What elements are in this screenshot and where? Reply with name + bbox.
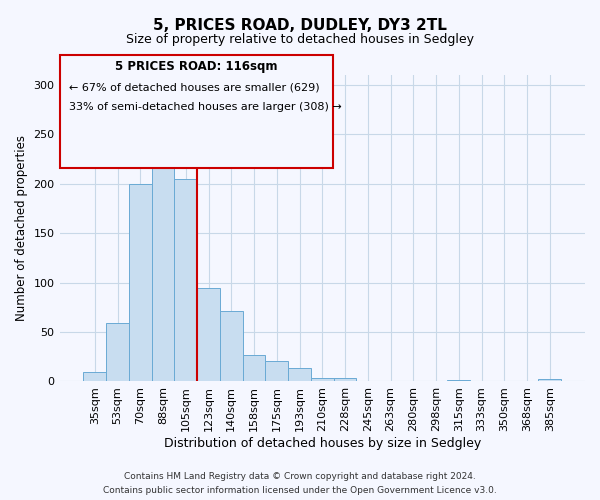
Text: Size of property relative to detached houses in Sedgley: Size of property relative to detached ho… xyxy=(126,32,474,46)
Bar xyxy=(83,372,106,382)
Text: 33% of semi-detached houses are larger (308) →: 33% of semi-detached houses are larger (… xyxy=(68,102,341,113)
Bar xyxy=(538,380,561,382)
Bar xyxy=(242,355,265,382)
Text: 5 PRICES ROAD: 116sqm: 5 PRICES ROAD: 116sqm xyxy=(115,60,277,73)
X-axis label: Distribution of detached houses by size in Sedgley: Distribution of detached houses by size … xyxy=(164,437,481,450)
Bar xyxy=(334,378,356,382)
Text: Contains public sector information licensed under the Open Government Licence v3: Contains public sector information licen… xyxy=(103,486,497,495)
Bar xyxy=(311,378,334,382)
Bar xyxy=(288,368,311,382)
Text: ← 67% of detached houses are smaller (629): ← 67% of detached houses are smaller (62… xyxy=(68,82,319,92)
Text: Contains HM Land Registry data © Crown copyright and database right 2024.: Contains HM Land Registry data © Crown c… xyxy=(124,472,476,481)
Bar xyxy=(197,288,220,382)
Bar xyxy=(220,312,242,382)
Bar xyxy=(448,380,470,382)
Bar xyxy=(106,323,129,382)
Text: 5, PRICES ROAD, DUDLEY, DY3 2TL: 5, PRICES ROAD, DUDLEY, DY3 2TL xyxy=(153,18,447,32)
Bar xyxy=(152,151,175,382)
Bar xyxy=(175,179,197,382)
Bar xyxy=(129,184,152,382)
Bar xyxy=(265,360,288,382)
Y-axis label: Number of detached properties: Number of detached properties xyxy=(15,135,28,321)
